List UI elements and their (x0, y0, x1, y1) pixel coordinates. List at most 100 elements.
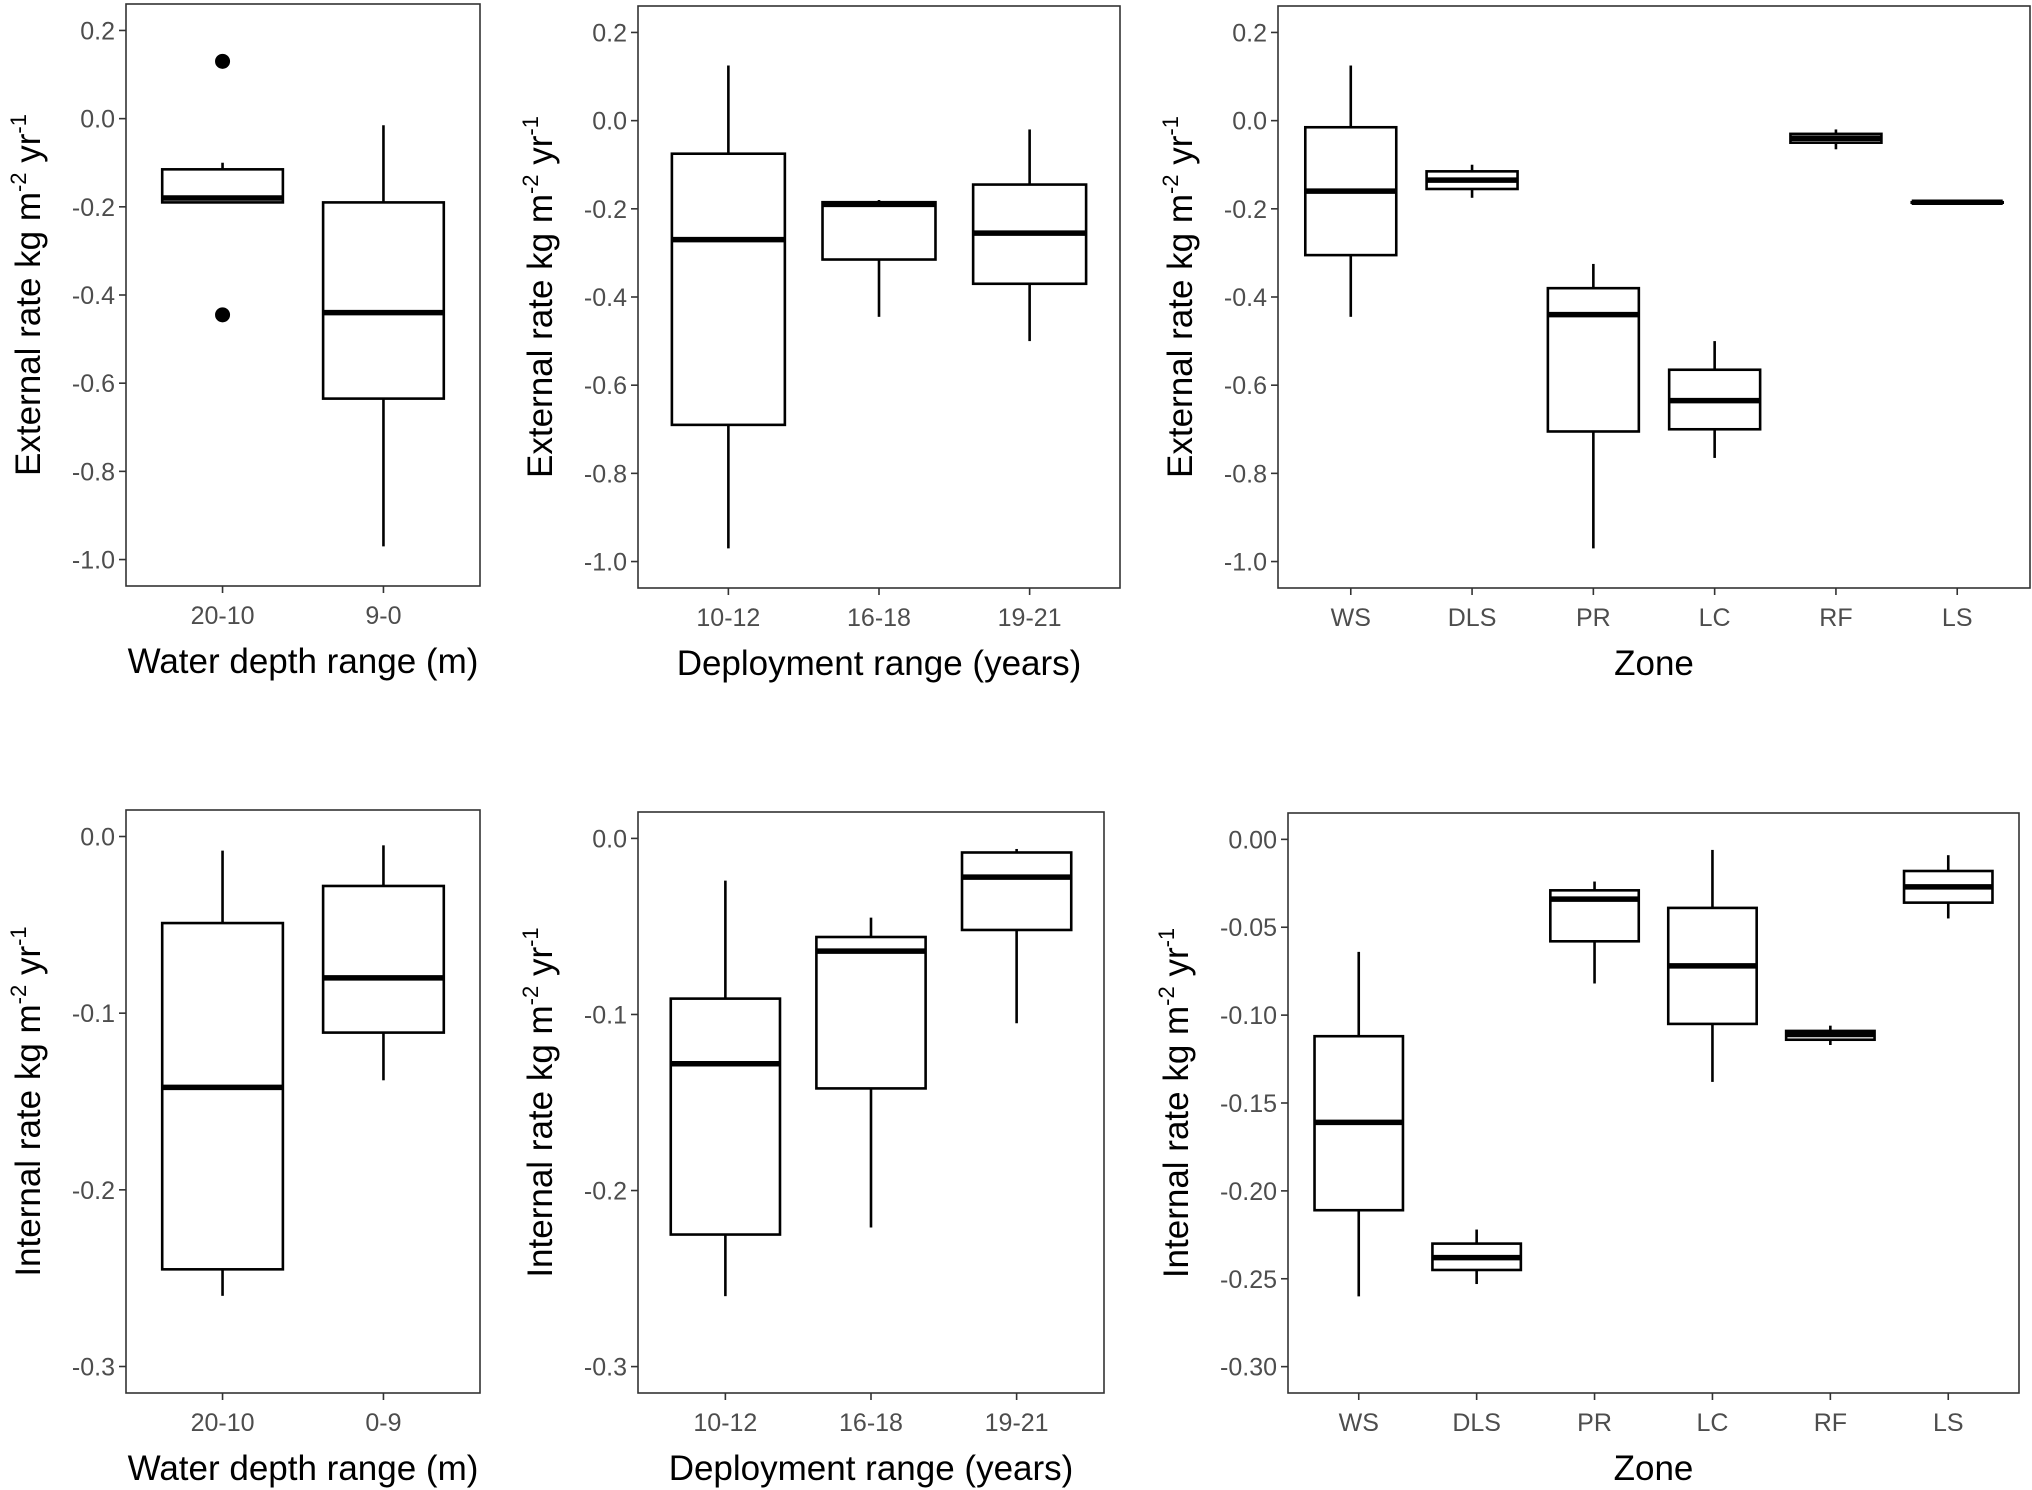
box-9-0 (321, 125, 446, 547)
box-0-9 (321, 845, 446, 1081)
y-title-sup2: -1 (6, 114, 31, 134)
x-axis-title: Water depth range (m) (128, 642, 479, 681)
x-axis-title: Zone (1614, 644, 1694, 683)
box-16-18 (821, 200, 937, 317)
y-title-sup2: -1 (518, 116, 543, 136)
x-tick-label: WS (1339, 1409, 1379, 1437)
panel-4: 0.0 -0.1 -0.2 -0.3 20-10 0-9 Water depth range… (6, 809, 481, 1488)
y-tick-label: -0.2 (72, 1177, 115, 1205)
y-tick-label: -0.6 (1224, 372, 1267, 400)
outlier-point (215, 53, 231, 69)
y-title-sup1: -2 (6, 985, 31, 1005)
x-tick-label: 19-21 (985, 1409, 1049, 1437)
x-tick-label: 20-10 (191, 602, 255, 630)
y-title-sup2: -1 (6, 926, 31, 946)
box-16-18 (815, 917, 927, 1228)
y-title-sup1: -2 (518, 174, 543, 194)
y-tick-label: -0.1 (72, 1000, 115, 1028)
y-tick-label: -0.3 (72, 1354, 115, 1382)
box-PR (1546, 263, 1641, 549)
y-tick-label: 0.2 (1232, 19, 1267, 47)
iqr-box (815, 935, 927, 1090)
x-tick-label: 10-12 (693, 1409, 757, 1437)
y-title-sup2: -1 (1158, 116, 1183, 136)
panel-2: 0.2 0.0 -0.2 -0.4 -0.6 -0.8 -1.0 10-12 16-18 19-2… (518, 5, 1121, 683)
box-20-10 (160, 53, 285, 323)
y-title-mid: yr (9, 946, 48, 985)
y-title-sup2: -1 (1154, 928, 1179, 948)
outlier-point (215, 307, 231, 323)
x-tick-label: PR (1576, 604, 1611, 632)
box-WS (1313, 951, 1405, 1297)
x-axis-title: Water depth range (m) (128, 1449, 479, 1488)
y-axis-title: Internal rate kg m-2 yr-1 (518, 927, 560, 1277)
y-tick-label: -0.8 (584, 460, 627, 488)
y-title-text: Internal rate kg m (521, 1005, 560, 1277)
y-tick-label: -0.4 (1224, 284, 1267, 312)
y-title-mid: yr (1157, 947, 1196, 986)
y-tick-label: -0.20 (1220, 1178, 1277, 1206)
y-title-mid: yr (521, 947, 560, 986)
y-tick-label: -0.2 (584, 196, 627, 224)
x-tick-label: 20-10 (191, 1409, 255, 1437)
box-19-21 (960, 848, 1073, 1024)
iqr-box (669, 997, 782, 1236)
y-title-sup1: -2 (1154, 986, 1179, 1006)
y-tick-label: -1.0 (584, 549, 627, 577)
y-axis-title: External rate kg m-2 yr-1 (518, 116, 560, 478)
y-tick-label: -0.2 (1224, 196, 1267, 224)
y-title-text: External rate kg m (9, 192, 48, 476)
y-title-mid: yr (9, 133, 48, 172)
y-tick-label: 0.0 (1232, 108, 1267, 136)
y-tick-label: 0.00 (1228, 826, 1277, 854)
iqr-box (160, 921, 285, 1271)
y-title-text: Internal rate kg m (1157, 1006, 1196, 1278)
y-axis-title: Internal rate kg m-2 yr-1 (6, 926, 48, 1276)
x-tick-label: 16-18 (839, 1409, 903, 1437)
x-tick-label: LC (1696, 1409, 1728, 1437)
x-tick-label: 16-18 (847, 604, 911, 632)
y-axis-title: External rate kg m-2 yr-1 (6, 114, 48, 476)
y-tick-label: -0.6 (584, 372, 627, 400)
y-title-text: Internal rate kg m (9, 1004, 48, 1276)
y-tick-label: -0.3 (584, 1354, 627, 1382)
box-LS (1910, 199, 2005, 205)
y-tick-label: -0.8 (72, 458, 115, 486)
x-tick-label: LC (1699, 604, 1731, 632)
box-DLS (1431, 1229, 1523, 1285)
panel-5: 0.0 -0.1 -0.2 -0.3 10-12 16-18 19-21 Deployment… (518, 811, 1105, 1488)
y-tick-label: -0.15 (1220, 1090, 1277, 1118)
x-tick-label: 10-12 (696, 604, 760, 632)
x-axis-title: Zone (1614, 1449, 1694, 1488)
x-tick-label: RF (1819, 604, 1852, 632)
iqr-box (321, 201, 446, 400)
y-tick-label: -0.30 (1220, 1354, 1277, 1382)
box-10-12 (669, 880, 782, 1297)
y-title-sup1: -2 (6, 172, 31, 192)
y-title-sup2: -1 (518, 927, 543, 947)
box-RF (1789, 129, 1883, 150)
x-tick-label: DLS (1448, 604, 1497, 632)
box-LC (1667, 341, 1762, 458)
iqr-box (960, 851, 1073, 932)
y-tick-label: -0.05 (1220, 914, 1277, 942)
x-tick-label: 9-0 (365, 602, 401, 630)
iqr-box (321, 884, 446, 1034)
box-RF (1784, 1025, 1876, 1045)
x-tick-label: LS (1933, 1409, 1964, 1437)
x-axis-title: Deployment range (years) (677, 644, 1082, 683)
plot-frame (1287, 812, 2020, 1394)
iqr-box (670, 152, 787, 427)
y-tick-label: -0.8 (1224, 460, 1267, 488)
x-axis-title: Deployment range (years) (669, 1449, 1074, 1488)
y-tick-label: -0.2 (72, 194, 115, 222)
panel-6: 0.00 -0.05 -0.10 -0.15 -0.20 -0.25 -0.30 WS DLS P… (1154, 812, 2020, 1488)
y-tick-label: -0.6 (72, 370, 115, 398)
x-tick-label: RF (1814, 1409, 1847, 1437)
y-axis-title: Internal rate kg m-2 yr-1 (1154, 928, 1196, 1278)
x-tick-label: DLS (1452, 1409, 1501, 1437)
y-tick-label: -0.4 (72, 282, 115, 310)
box-20-10 (160, 850, 285, 1296)
y-tick-label: 0.0 (592, 825, 627, 853)
